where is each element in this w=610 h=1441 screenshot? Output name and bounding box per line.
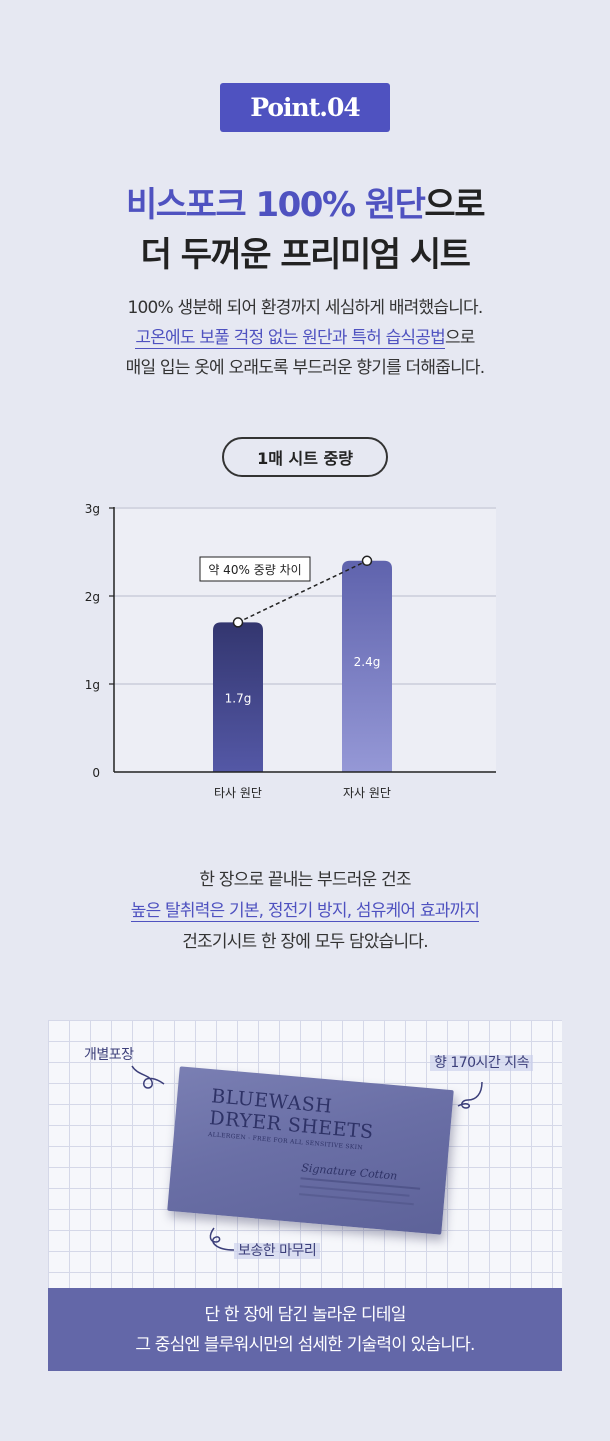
connector-point [232,617,244,628]
point-badge: Point.04 [220,83,390,132]
x-category-label: 타사 원단 [214,786,262,800]
headline: 비스포크 100% 원단으로 더 두꺼운 프리미엄 시트 [0,180,610,280]
description: 100% 생분해 되어 환경까지 세심하게 배려했습니다. 고온에도 보풀 걱정… [0,293,610,383]
description-line3: 매일 입는 옷에 오래도록 부드러운 향기를 더해줍니다. [125,358,486,378]
bar [342,560,392,772]
difference-connector [237,560,368,624]
y-tick-label: 0 [92,766,100,780]
chart-title-pill: 1매 시트 중량 [222,437,388,477]
weight-chart: 0 1g 2g 3g 1.7g 타사 원단 2.4g 자사 원단 약 40% 중량 차이 [85,502,496,800]
connector-point [361,555,373,567]
description2: 한 장으로 끝내는 부드러운 건조 높은 탈취력은 기본, 정전기 방지, 섬유… [0,865,610,958]
product-photo: 개별포장 향 170시간 지속 BLUEWASH DRYER SHEETS AL… [48,1020,562,1288]
bar-value-label: 2.4g [354,655,381,669]
caption-line2: 그 중심엔 블루워시만의 섬세한 기술력이 있습니다. [135,1334,475,1355]
plot-area [114,507,496,771]
x-category-label: 자사 원단 [343,786,391,800]
headline-highlight: 비스포크 100% 원단 [126,185,426,225]
y-tick-label: 1g [85,678,100,692]
curl-arrow-left [131,1065,165,1089]
annotation-box [199,556,311,582]
description-line1: 100% 생분해 되어 환경까지 세심하게 배려했습니다. [127,298,484,318]
headline-line1-rest: 으로 [424,185,485,225]
description2-line1: 한 장으로 끝내는 부드러운 건조 [199,870,411,890]
caption-line1: 단 한 장에 담긴 놀라운 디테일 [204,1304,406,1325]
label-individual-pack: 개별포장 [84,1047,134,1063]
dryer-sheet-packet: BLUEWASH DRYER SHEETS ALLERGEN - FREE FO… [167,1066,454,1235]
curl-arrow-right [457,1081,483,1109]
label-scent: 향 170시간 지속 [430,1052,534,1072]
description-highlight: 고온에도 보풀 걱정 없는 원단과 특허 습식공법 [135,328,446,349]
annotation-label: 약 40% 중량 차이 [208,562,301,577]
curl-arrow-bottom [209,1227,235,1251]
y-tick-label: 3g [85,502,100,516]
description2-line3: 건조기시트 한 장에 모두 담았습니다. [182,932,428,952]
bar-value-label: 1.7g [225,691,252,705]
description2-highlight: 높은 탈취력은 기본, 정전기 방지, 섬유케어 효과까지 [130,901,480,922]
bar [213,622,263,772]
headline-line2: 더 두꺼운 프리미엄 시트 [140,235,471,275]
y-tick-label: 2g [85,590,100,604]
description-line2-rest: 으로 [444,328,475,348]
caption-bar: 단 한 장에 담긴 놀라운 디테일 그 중심엔 블루워시만의 섬세한 기술력이 … [48,1288,562,1371]
label-finish: 보송한 마무리 [234,1240,321,1260]
